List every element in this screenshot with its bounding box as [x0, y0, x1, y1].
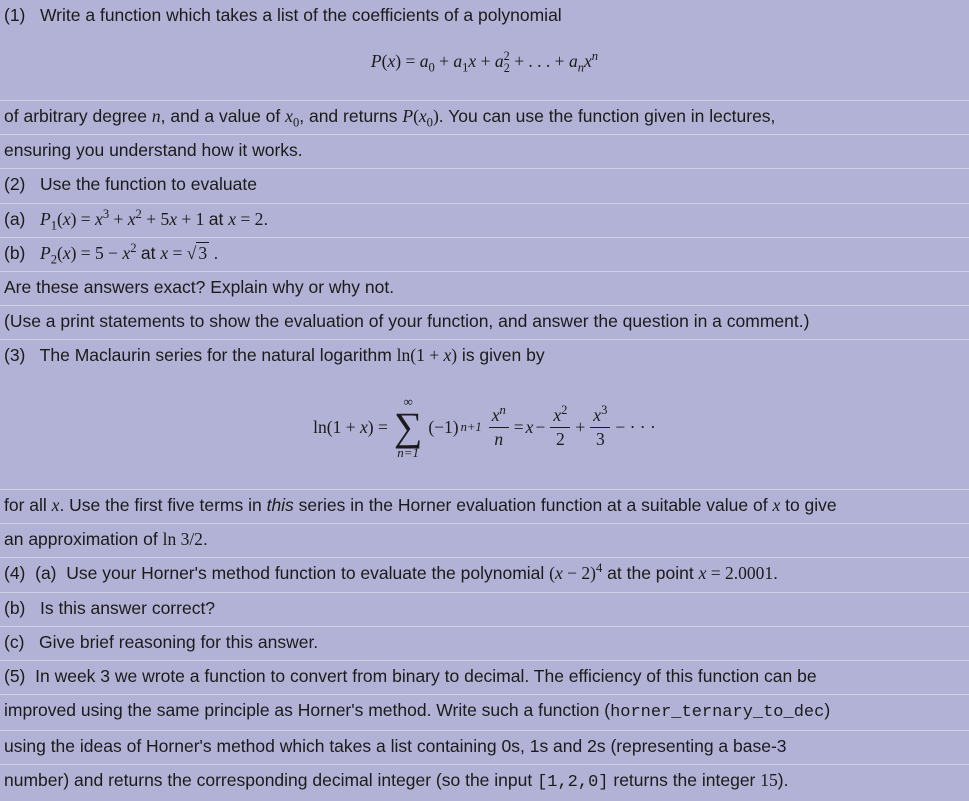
- q4a-label: (a): [35, 563, 56, 583]
- q2-label: (2): [4, 174, 25, 194]
- t: series in the Horner evaluation function…: [294, 495, 773, 515]
- q1-text-before: Write a function which takes a list of t…: [40, 5, 562, 25]
- q3-label: (3): [4, 345, 25, 365]
- q5-label: (5): [4, 666, 25, 686]
- exercise-page: (1) Write a function which takes a list …: [0, 0, 969, 801]
- t: an approximation of: [4, 529, 163, 549]
- q1-prompt-line: (1) Write a function which takes a list …: [0, 0, 969, 33]
- q4a: (4) (a) Use your Horner's method functio…: [0, 558, 969, 591]
- q2a-x: x = 2: [228, 209, 263, 229]
- t: , and a value of: [161, 106, 286, 126]
- t: ).: [778, 770, 789, 790]
- q3-after-line1: for all x. Use the first five terms in t…: [0, 490, 969, 523]
- q4b-label: (b): [4, 598, 25, 618]
- q4b: (b) Is this answer correct?: [0, 593, 969, 626]
- q4-label: (4): [4, 563, 25, 583]
- t: Are these answers exact? Explain why or …: [4, 277, 394, 297]
- t: ): [824, 700, 830, 720]
- q1-after-line2: ensuring you understand how it works.: [0, 135, 969, 168]
- q3-fn: ln(1 + x): [397, 345, 457, 365]
- t: at: [209, 209, 228, 229]
- t: Is this answer correct?: [40, 598, 215, 618]
- t: .: [203, 529, 208, 549]
- q3-after-line2: an approximation of ln 3/2.: [0, 524, 969, 557]
- q2a: (a) P1(x) = x3 + x2 + 5x + 1 at x = 2.: [0, 204, 969, 237]
- q5-line4: number) and returns the corresponding de…: [0, 765, 969, 800]
- q2-text: Use the function to evaluate: [40, 174, 257, 194]
- q1-label: (1): [4, 5, 25, 25]
- t: In week 3 we wrote a function to convert…: [35, 666, 816, 686]
- fn-name: horner_ternary_to_dec: [610, 703, 824, 722]
- q4c: (c) Give brief reasoning for this answer…: [0, 627, 969, 660]
- q3-formula: ln(1 + x) = ∞ ∑ n=1 (−1)n+1 xn n = x − x…: [0, 373, 969, 489]
- this-word: this: [267, 495, 294, 515]
- t: at: [141, 243, 160, 263]
- q2-prompt: (2) Use the function to evaluate: [0, 169, 969, 202]
- q5-line1: (5) In week 3 we wrote a function to con…: [0, 661, 969, 694]
- q2-exact: Are these answers exact? Explain why or …: [0, 272, 969, 305]
- q1-after-line1: of arbitrary degree n, and a value of x0…: [0, 101, 969, 134]
- q4a-poly: (x − 2)4: [549, 563, 602, 583]
- q2b: (b) P2(x) = 5 − x2 at x = √3 .: [0, 238, 969, 271]
- t: .: [213, 243, 218, 263]
- var-n: n: [152, 106, 161, 126]
- t: (Use a print statements to show the eval…: [4, 311, 809, 331]
- t: of arbitrary degree: [4, 106, 152, 126]
- q5-line2: improved using the same principle as Hor…: [0, 695, 969, 730]
- t: The Maclaurin series for the natural log…: [40, 345, 397, 365]
- var-Px0: P(x0): [402, 106, 438, 126]
- t: Use your Horner's method function to eva…: [66, 563, 549, 583]
- t: ensuring you understand how it works.: [4, 140, 303, 160]
- t: , and returns: [299, 106, 402, 126]
- q3-prompt: (3) The Maclaurin series for the natural…: [0, 340, 969, 373]
- t: returns the integer: [609, 770, 761, 790]
- output-ex: 15: [760, 770, 778, 790]
- input-ex: [1,2,0]: [537, 773, 608, 792]
- q5-line3: using the ideas of Horner's method which…: [0, 731, 969, 764]
- t: .: [773, 563, 778, 583]
- q1-formula: P(x) = a0 + a1x + a22 + . . . + anxn: [0, 33, 969, 100]
- q2a-poly: P1(x) = x3 + x2 + 5x + 1: [40, 209, 209, 229]
- t: to give: [780, 495, 836, 515]
- t: using the ideas of Horner's method which…: [4, 736, 787, 756]
- var-x0: x0: [285, 106, 299, 126]
- t: Give brief reasoning for this answer.: [39, 632, 318, 652]
- q2b-label: (b): [4, 243, 25, 263]
- q2b-x: x = √3: [160, 243, 213, 263]
- t: improved using the same principle as Hor…: [4, 700, 610, 720]
- t: is given by: [457, 345, 545, 365]
- q2-note: (Use a print statements to show the eval…: [0, 306, 969, 339]
- t: . You can use the function given in lect…: [439, 106, 776, 126]
- q4a-x: x = 2.0001: [699, 563, 774, 583]
- q3-target: ln 3/2: [163, 529, 203, 549]
- q2b-poly: P2(x) = 5 − x2: [40, 243, 141, 263]
- q2a-label: (a): [4, 209, 25, 229]
- q4c-label: (c): [4, 632, 24, 652]
- t: .: [263, 209, 268, 229]
- t: at the point: [602, 563, 698, 583]
- t: . Use the first five terms in: [59, 495, 266, 515]
- t: for all: [4, 495, 52, 515]
- t: number) and returns the corresponding de…: [4, 770, 537, 790]
